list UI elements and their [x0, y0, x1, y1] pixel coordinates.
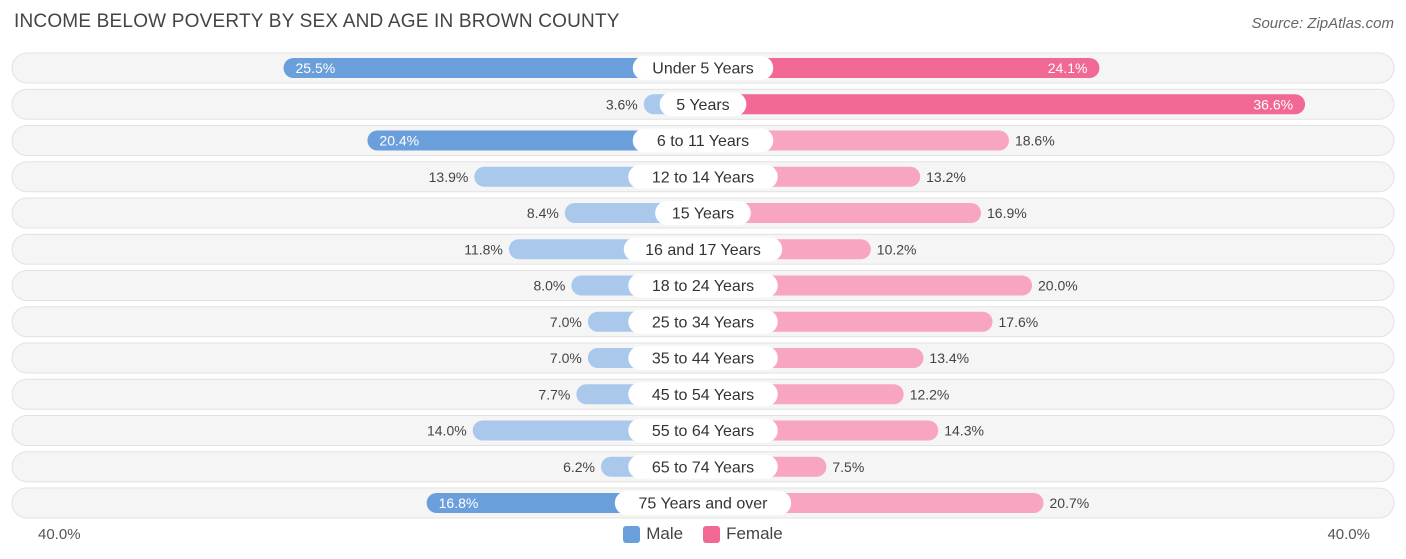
value-label-male: 7.0% — [550, 314, 582, 330]
legend-label-female: Female — [726, 524, 783, 543]
category-label: 12 to 14 Years — [652, 169, 754, 186]
category-label: 65 to 74 Years — [652, 459, 754, 476]
value-label-male: 11.8% — [464, 241, 503, 257]
category-label: 35 to 44 Years — [652, 351, 754, 368]
category-pill — [628, 418, 778, 443]
category-pill — [632, 128, 774, 153]
legend-swatch-male — [623, 525, 641, 543]
chart-canvas: Under 5 Years 25.5% 24.1% 5 Years 3.6% 36.6% 6… — [11, 52, 1395, 519]
category-pill — [628, 454, 778, 479]
chart-title: INCOME BELOW POVERTY BY SEX AND AGE IN B… — [14, 11, 620, 32]
value-label-male: 8.0% — [533, 278, 565, 294]
category-label: 75 Years and over — [639, 496, 769, 513]
category-pill — [614, 491, 792, 515]
category-pill — [659, 92, 747, 117]
value-label-male: 7.0% — [550, 350, 582, 366]
category-label: 55 to 64 Years — [652, 423, 754, 440]
value-label-female: 16.9% — [987, 205, 1027, 221]
category-pill — [628, 273, 778, 298]
value-label-male: 25.5% — [296, 60, 336, 76]
value-label-female: 18.6% — [1015, 133, 1055, 149]
value-label-female: 13.2% — [926, 169, 966, 185]
category-pill — [632, 56, 774, 80]
bar-female — [703, 130, 1009, 151]
value-label-male: 6.2% — [563, 459, 595, 475]
category-pill — [628, 346, 778, 370]
source-label: Source: ZipAtlas.com — [1251, 15, 1394, 32]
category-label: 25 to 34 Years — [652, 314, 754, 331]
value-label-male: 3.6% — [606, 96, 638, 112]
value-label-female: 12.2% — [910, 386, 950, 402]
value-label-male: 8.4% — [527, 205, 559, 221]
category-label: 45 to 54 Years — [652, 387, 754, 404]
legend-label-male: Male — [646, 524, 684, 543]
category-pill — [655, 201, 751, 225]
category-pill — [628, 309, 778, 334]
value-label-female: 36.6% — [1253, 96, 1293, 112]
value-label-female: 7.5% — [832, 459, 864, 475]
bar-female — [703, 275, 1032, 296]
value-label-female: 20.7% — [1050, 495, 1090, 511]
value-label-female: 17.6% — [999, 314, 1039, 330]
category-label: 16 and 17 Years — [645, 242, 761, 259]
axis-right-label: 40.0% — [1327, 526, 1370, 543]
category-label: 15 Years — [672, 206, 734, 223]
category-pill — [623, 237, 783, 262]
value-label-male: 20.4% — [379, 133, 419, 149]
category-label: 6 to 11 Years — [657, 133, 749, 150]
bar-male — [367, 130, 703, 151]
legend-item-male: Male — [623, 524, 683, 544]
bar-female — [703, 94, 1306, 115]
axis-left-label: 40.0% — [38, 526, 81, 543]
category-pill — [628, 382, 778, 407]
category-label: Under 5 Years — [652, 61, 753, 78]
legend-item-female: Female — [703, 524, 783, 544]
value-label-male: 13.9% — [429, 169, 469, 185]
category-pill — [628, 164, 778, 189]
legend: Male Female — [0, 524, 1406, 544]
value-label-male: 7.7% — [538, 386, 570, 402]
bar-male — [283, 58, 703, 78]
bar-female — [703, 203, 982, 223]
value-label-female: 24.1% — [1048, 60, 1088, 76]
value-label-female: 20.0% — [1038, 278, 1078, 294]
legend-swatch-female — [703, 525, 721, 543]
value-label-female: 14.3% — [944, 423, 984, 439]
value-label-female: 10.2% — [877, 241, 917, 257]
value-label-female: 13.4% — [929, 350, 969, 366]
bar-female — [703, 58, 1100, 78]
value-label-male: 14.0% — [427, 423, 467, 439]
value-label-male: 16.8% — [439, 495, 479, 511]
category-label: 18 to 24 Years — [652, 278, 754, 295]
category-label: 5 Years — [676, 97, 729, 114]
